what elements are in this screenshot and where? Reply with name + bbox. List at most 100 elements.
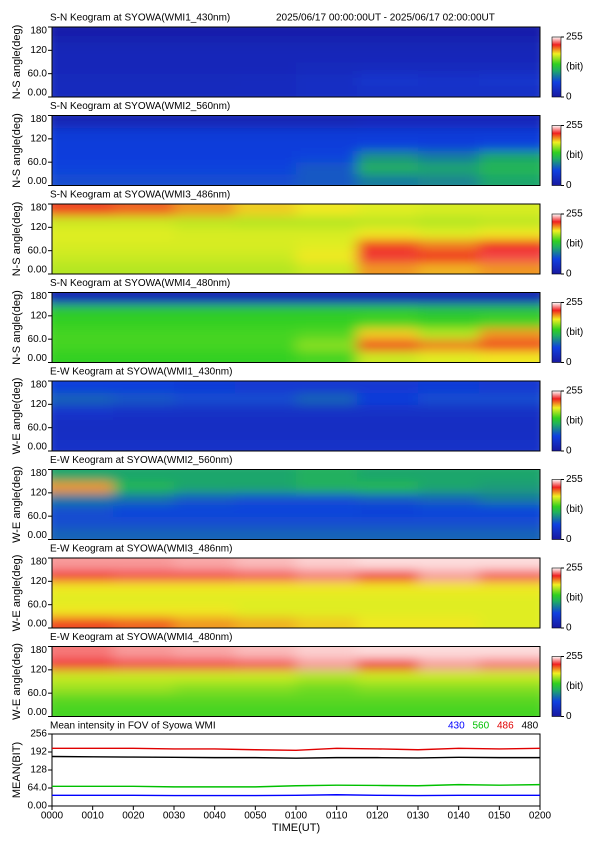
heatmap-cell bbox=[235, 215, 297, 228]
heatmap-cell bbox=[52, 50, 114, 63]
heatmap-cell bbox=[357, 616, 419, 628]
heatmap-cell bbox=[357, 50, 419, 63]
panel-title: S-N Keogram at SYOWA(WMI2_560nm) bbox=[50, 101, 230, 112]
heatmap-cell bbox=[113, 646, 175, 659]
heatmap-cell bbox=[113, 150, 175, 163]
heatmap-cell bbox=[296, 38, 358, 51]
heatmap-cell bbox=[113, 704, 175, 717]
heatmap-cell bbox=[296, 704, 358, 717]
heatmap-cell bbox=[357, 416, 419, 429]
y-axis-label: N-S angle(deg) bbox=[11, 202, 23, 277]
heatmap-cell bbox=[174, 150, 236, 163]
y-axis-label: N-S angle(deg) bbox=[11, 113, 23, 188]
heatmap-cell bbox=[357, 27, 419, 40]
heatmap-cell bbox=[174, 115, 236, 128]
heatmap-cell bbox=[296, 504, 358, 517]
heatmap-cell bbox=[174, 381, 236, 394]
heatmap-cell bbox=[52, 292, 114, 305]
heatmap-cell bbox=[174, 593, 236, 606]
heatmap-cell bbox=[113, 62, 175, 75]
heatmap-cells bbox=[52, 558, 540, 628]
heatmap-cell bbox=[296, 173, 358, 186]
heatmap-cell bbox=[113, 339, 175, 352]
colorbar-tick-label: 255 bbox=[566, 386, 583, 397]
plot-frame bbox=[51, 26, 541, 98]
heatmap-cell bbox=[296, 616, 358, 628]
heatmap-cell bbox=[296, 581, 358, 594]
heatmap-cell bbox=[479, 315, 540, 328]
heatmap-cell bbox=[174, 304, 236, 317]
y-tick-label: 60.0 bbox=[28, 68, 48, 79]
x-tick-label: 0130 bbox=[407, 811, 430, 822]
heatmap-cell bbox=[418, 162, 480, 175]
heatmap-cell bbox=[479, 669, 540, 682]
panel-title: Mean intensity in FOV of Syowa WMI bbox=[50, 721, 216, 732]
line-series bbox=[51, 755, 540, 759]
heatmap-cell bbox=[52, 704, 114, 717]
heatmap-cell bbox=[296, 646, 358, 659]
x-tick-label: 0150 bbox=[488, 811, 511, 822]
heatmap-cell bbox=[479, 304, 540, 317]
y-tick-label: 180 bbox=[30, 291, 47, 302]
y-axis-label: W-E angle(deg) bbox=[11, 466, 23, 543]
heatmap-cell bbox=[479, 327, 540, 340]
x-tick-label: 0030 bbox=[163, 811, 186, 822]
heatmap-cell bbox=[479, 215, 540, 228]
heatmap-cell bbox=[113, 593, 175, 606]
heatmap-cell bbox=[479, 693, 540, 706]
heatmap-cell bbox=[235, 492, 297, 505]
heatmap-cell bbox=[357, 173, 419, 186]
heatmap-cell bbox=[479, 127, 540, 140]
heatmap-cell bbox=[235, 527, 297, 540]
heatmap-cell bbox=[418, 404, 480, 417]
colorbar-label: (bit) bbox=[566, 62, 583, 73]
heatmap-cell bbox=[357, 504, 419, 517]
heatmap-cell bbox=[296, 227, 358, 240]
heatmap-cell bbox=[296, 439, 358, 451]
y-tick-label: 180 bbox=[30, 468, 47, 479]
y-tick-label: 0.00 bbox=[28, 619, 48, 630]
heatmap-cell bbox=[296, 115, 358, 128]
heatmap-cell bbox=[235, 669, 297, 682]
colorbar-tick-label: 0 bbox=[566, 623, 572, 634]
heatmap-cell bbox=[52, 127, 114, 140]
y-tick-label: 0.00 bbox=[28, 707, 48, 718]
heatmap-cell bbox=[174, 616, 236, 628]
heatmap-cell bbox=[479, 73, 540, 86]
heatmap-cell bbox=[113, 527, 175, 540]
heatmap bbox=[52, 204, 540, 274]
heatmap-cell bbox=[296, 292, 358, 305]
heatmap-cell bbox=[235, 127, 297, 140]
heatmap-cell bbox=[296, 315, 358, 328]
colorbar-tick-label: 255 bbox=[566, 651, 583, 662]
heatmap-cell bbox=[357, 227, 419, 240]
heatmap-cell bbox=[479, 469, 540, 482]
heatmap-cell bbox=[479, 38, 540, 51]
y-tick-label: 0.00 bbox=[28, 530, 48, 541]
heatmap-cell bbox=[418, 569, 480, 582]
heatmap-cell bbox=[52, 593, 114, 606]
heatmap-cell bbox=[479, 581, 540, 594]
panel-title: S-N Keogram at SYOWA(WMI1_430nm) bbox=[50, 13, 230, 24]
heatmap-cell bbox=[479, 85, 540, 97]
heatmap-cell bbox=[357, 292, 419, 305]
y-axis-label: N-S angle(deg) bbox=[11, 25, 23, 100]
y-tick-label: 0.00 bbox=[28, 265, 48, 276]
legend-entry: 560 bbox=[473, 721, 490, 732]
heatmap-cell bbox=[357, 381, 419, 394]
y-tick-label: 60.0 bbox=[28, 334, 48, 345]
heatmap-cell bbox=[235, 616, 297, 628]
heatmap-cell bbox=[418, 558, 480, 571]
heatmap-cell bbox=[418, 646, 480, 659]
y-axis-label: N-S angle(deg) bbox=[11, 290, 23, 365]
heatmap-cell bbox=[296, 427, 358, 440]
y-tick-label: 0.00 bbox=[28, 88, 48, 99]
heatmap-cell bbox=[235, 27, 297, 40]
heatmap-cell bbox=[52, 558, 114, 571]
colorbar bbox=[551, 479, 562, 540]
heatmap-cell bbox=[52, 404, 114, 417]
colorbar bbox=[551, 567, 562, 629]
heatmap-cell bbox=[357, 646, 419, 659]
heatmap-cell bbox=[479, 115, 540, 128]
heatmap-cell bbox=[113, 693, 175, 706]
